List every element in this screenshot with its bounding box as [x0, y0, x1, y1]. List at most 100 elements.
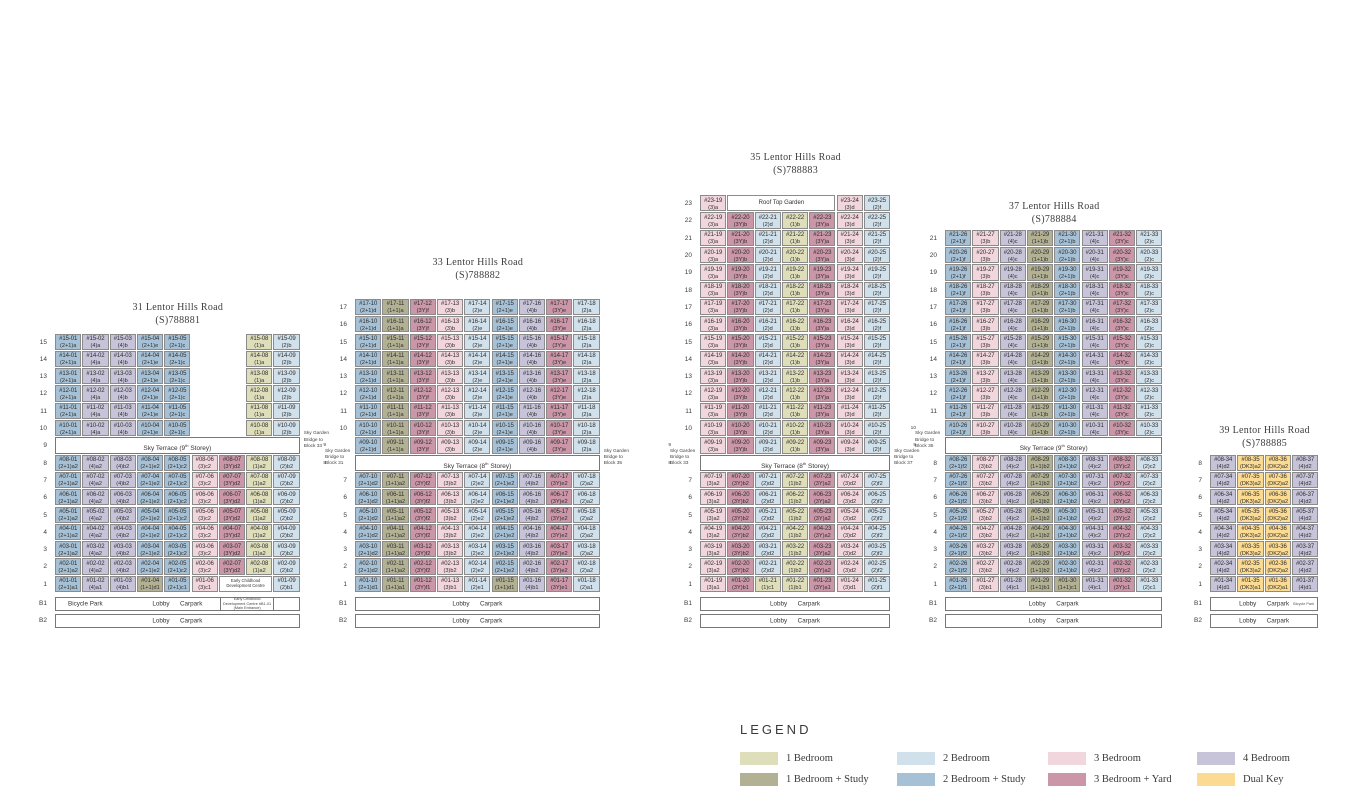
unit-type: (3Y)a2	[813, 567, 831, 574]
unit-type: (3Y)c2	[1113, 516, 1131, 522]
unit-cell: #12-22 (1)b	[781, 385, 809, 402]
unit-type: (2)c	[1144, 360, 1155, 367]
unit-number: #10-30	[1058, 422, 1077, 429]
unit-cell: #12-12 (3Y)f	[409, 385, 436, 402]
unit-cell: #17-10 (2+1)d	[355, 298, 382, 316]
unit-number: #14-13	[440, 353, 460, 360]
unit-type: (DK2)a2	[1267, 516, 1289, 522]
unit-cell: #08-36 (DK2)a2	[1264, 454, 1291, 471]
unit-number: #10-29	[1030, 422, 1050, 429]
unit-cell: #06-02 (4)a2	[82, 489, 109, 506]
unit-number: #09-10	[359, 439, 378, 446]
unit-number: #04-37	[1295, 526, 1315, 533]
unit-number: #23-19	[704, 197, 723, 204]
unit-cell: #09-23 (3Y)a	[809, 437, 836, 454]
unit-number: #14-24	[840, 353, 859, 360]
unit-type: (3Y)f2	[415, 550, 431, 557]
unit-type: (1)a	[254, 412, 265, 419]
unit-cell: #13-13 (3)b	[436, 368, 464, 385]
unit-number: #14-19	[704, 353, 723, 360]
floor-label: B1	[339, 600, 347, 607]
unit-cell: #15-12 (3Y)f	[409, 333, 436, 350]
unit-cell: #03-33 (2)c2	[1136, 541, 1163, 558]
unit-type: (3Y)a	[815, 256, 830, 263]
unit-cell: #14-32 (3Y)c	[1108, 350, 1136, 368]
unit-cell: #15-19 (3)a	[700, 333, 727, 350]
unit-type: (3Y)b1	[732, 585, 749, 592]
unit-type: (3Y)a2	[813, 481, 831, 488]
unit-cell: #12-16 (4)b	[518, 385, 546, 402]
unit-type: (3)b	[980, 412, 991, 419]
unit-type: (2)c	[1144, 394, 1155, 401]
unit-number: #10-17	[550, 422, 569, 429]
unit-number: #03-29	[1030, 543, 1050, 550]
unit-number: #11-25	[868, 405, 886, 412]
floor-label: 8	[933, 459, 937, 467]
floor-label: 10	[339, 425, 347, 432]
unit-number: #04-28	[1003, 526, 1022, 533]
unit-cell: #17-14 (2)e	[464, 298, 491, 316]
unit-type: (4)b	[526, 343, 537, 349]
unit-cell: #01-35 (DK3)a1	[1237, 575, 1264, 592]
unit-number: #21-28	[1003, 232, 1022, 239]
unit-type: (3)d2	[843, 498, 857, 505]
unit-type: (3Y)b	[733, 273, 748, 280]
unit-cell: #14-21 (2)d	[754, 350, 781, 368]
unit-cell: #03-19 (3)a2	[700, 541, 727, 558]
unit-number: #21-33	[1140, 232, 1159, 239]
unit-number: #12-02	[86, 387, 105, 394]
unit-cell: #12-32 (3Y)c	[1108, 385, 1136, 402]
unit-number: #04-20	[731, 526, 750, 533]
unit-cell: #03-22 (1)b2	[781, 541, 809, 558]
unit-number: #04-02	[86, 526, 105, 533]
legend-label: 2 Bedroom + Study	[943, 774, 1026, 785]
unit-number: #01-09	[277, 578, 296, 585]
unit-number: #13-14	[468, 370, 487, 377]
unit-cell: #01-24 (3)d1	[836, 575, 863, 592]
floor-label: 7	[1198, 476, 1202, 484]
unit-type: (3)a	[708, 273, 719, 280]
unit-cell: #08-32 (3Y)c2	[1108, 454, 1136, 471]
unit-type: (1)b	[790, 412, 801, 419]
unit-number: #13-20	[731, 370, 750, 377]
bridge-note: Sky Garden Bridge to Block 35	[915, 431, 941, 449]
unit-number: #01-05	[168, 578, 187, 585]
unit-type: (2+1)e2	[494, 550, 515, 557]
floor-label: 18	[684, 286, 692, 294]
unit-cell: #11-25 (2)f	[863, 402, 891, 419]
unit-number: #07-10	[359, 474, 378, 481]
unit-number: #20-24	[840, 249, 859, 256]
unit-type: (3Y)c	[1115, 377, 1129, 384]
unit-number: #20-33	[1140, 249, 1159, 256]
unit-cell: #12-11 (1+1)a	[382, 385, 409, 402]
unit-cell: #03-10 (2+1)d2	[355, 541, 382, 558]
unit-number: #03-11	[386, 543, 405, 550]
unit-number: #03-12	[413, 543, 432, 550]
unit-cell: #04-19 (3)a2	[700, 523, 727, 541]
unit-type: (2+1)d	[359, 377, 377, 384]
unit-cell: #02-29 (1+1)b2	[1026, 558, 1054, 575]
unit-cell: #02-35 (DK3)a2	[1237, 558, 1264, 575]
unit-number: #10-03	[113, 422, 132, 429]
unit-cell: #08-33 (2)c2	[1136, 454, 1163, 471]
block-name: 39 Lentor Hills Road	[1219, 425, 1310, 436]
unit-cell: #06-16 (4)b2	[518, 489, 546, 506]
unit-cell: #05-19 (3)a2	[700, 506, 727, 523]
unit-number: #12-14	[468, 387, 487, 394]
unit-type: (4)b2	[116, 567, 130, 574]
unit-number: #14-16	[522, 353, 541, 360]
unit-type: (1+1)d1	[494, 585, 515, 592]
unit-type: (3)d	[844, 256, 855, 263]
unit-cell: #12-20 (3Y)b	[727, 385, 754, 402]
floor-label: 3	[43, 546, 47, 554]
unit-type: (3Y)d2	[223, 516, 241, 522]
unit-type: (3Y)c2	[1113, 550, 1131, 557]
unit-number: #02-28	[1003, 560, 1022, 567]
unit-number: #07-13	[440, 474, 460, 481]
unit-type: (2+1)d	[359, 360, 377, 367]
unit-cell: #02-27 (3)b2	[972, 558, 999, 575]
floor-label: 2	[43, 563, 47, 571]
unit-cell: #14-24 (3)d	[836, 350, 863, 368]
unit-cell: #03-17 (3Y)e2	[546, 541, 573, 558]
unit-cell: #15-22 (1)b	[781, 333, 809, 350]
